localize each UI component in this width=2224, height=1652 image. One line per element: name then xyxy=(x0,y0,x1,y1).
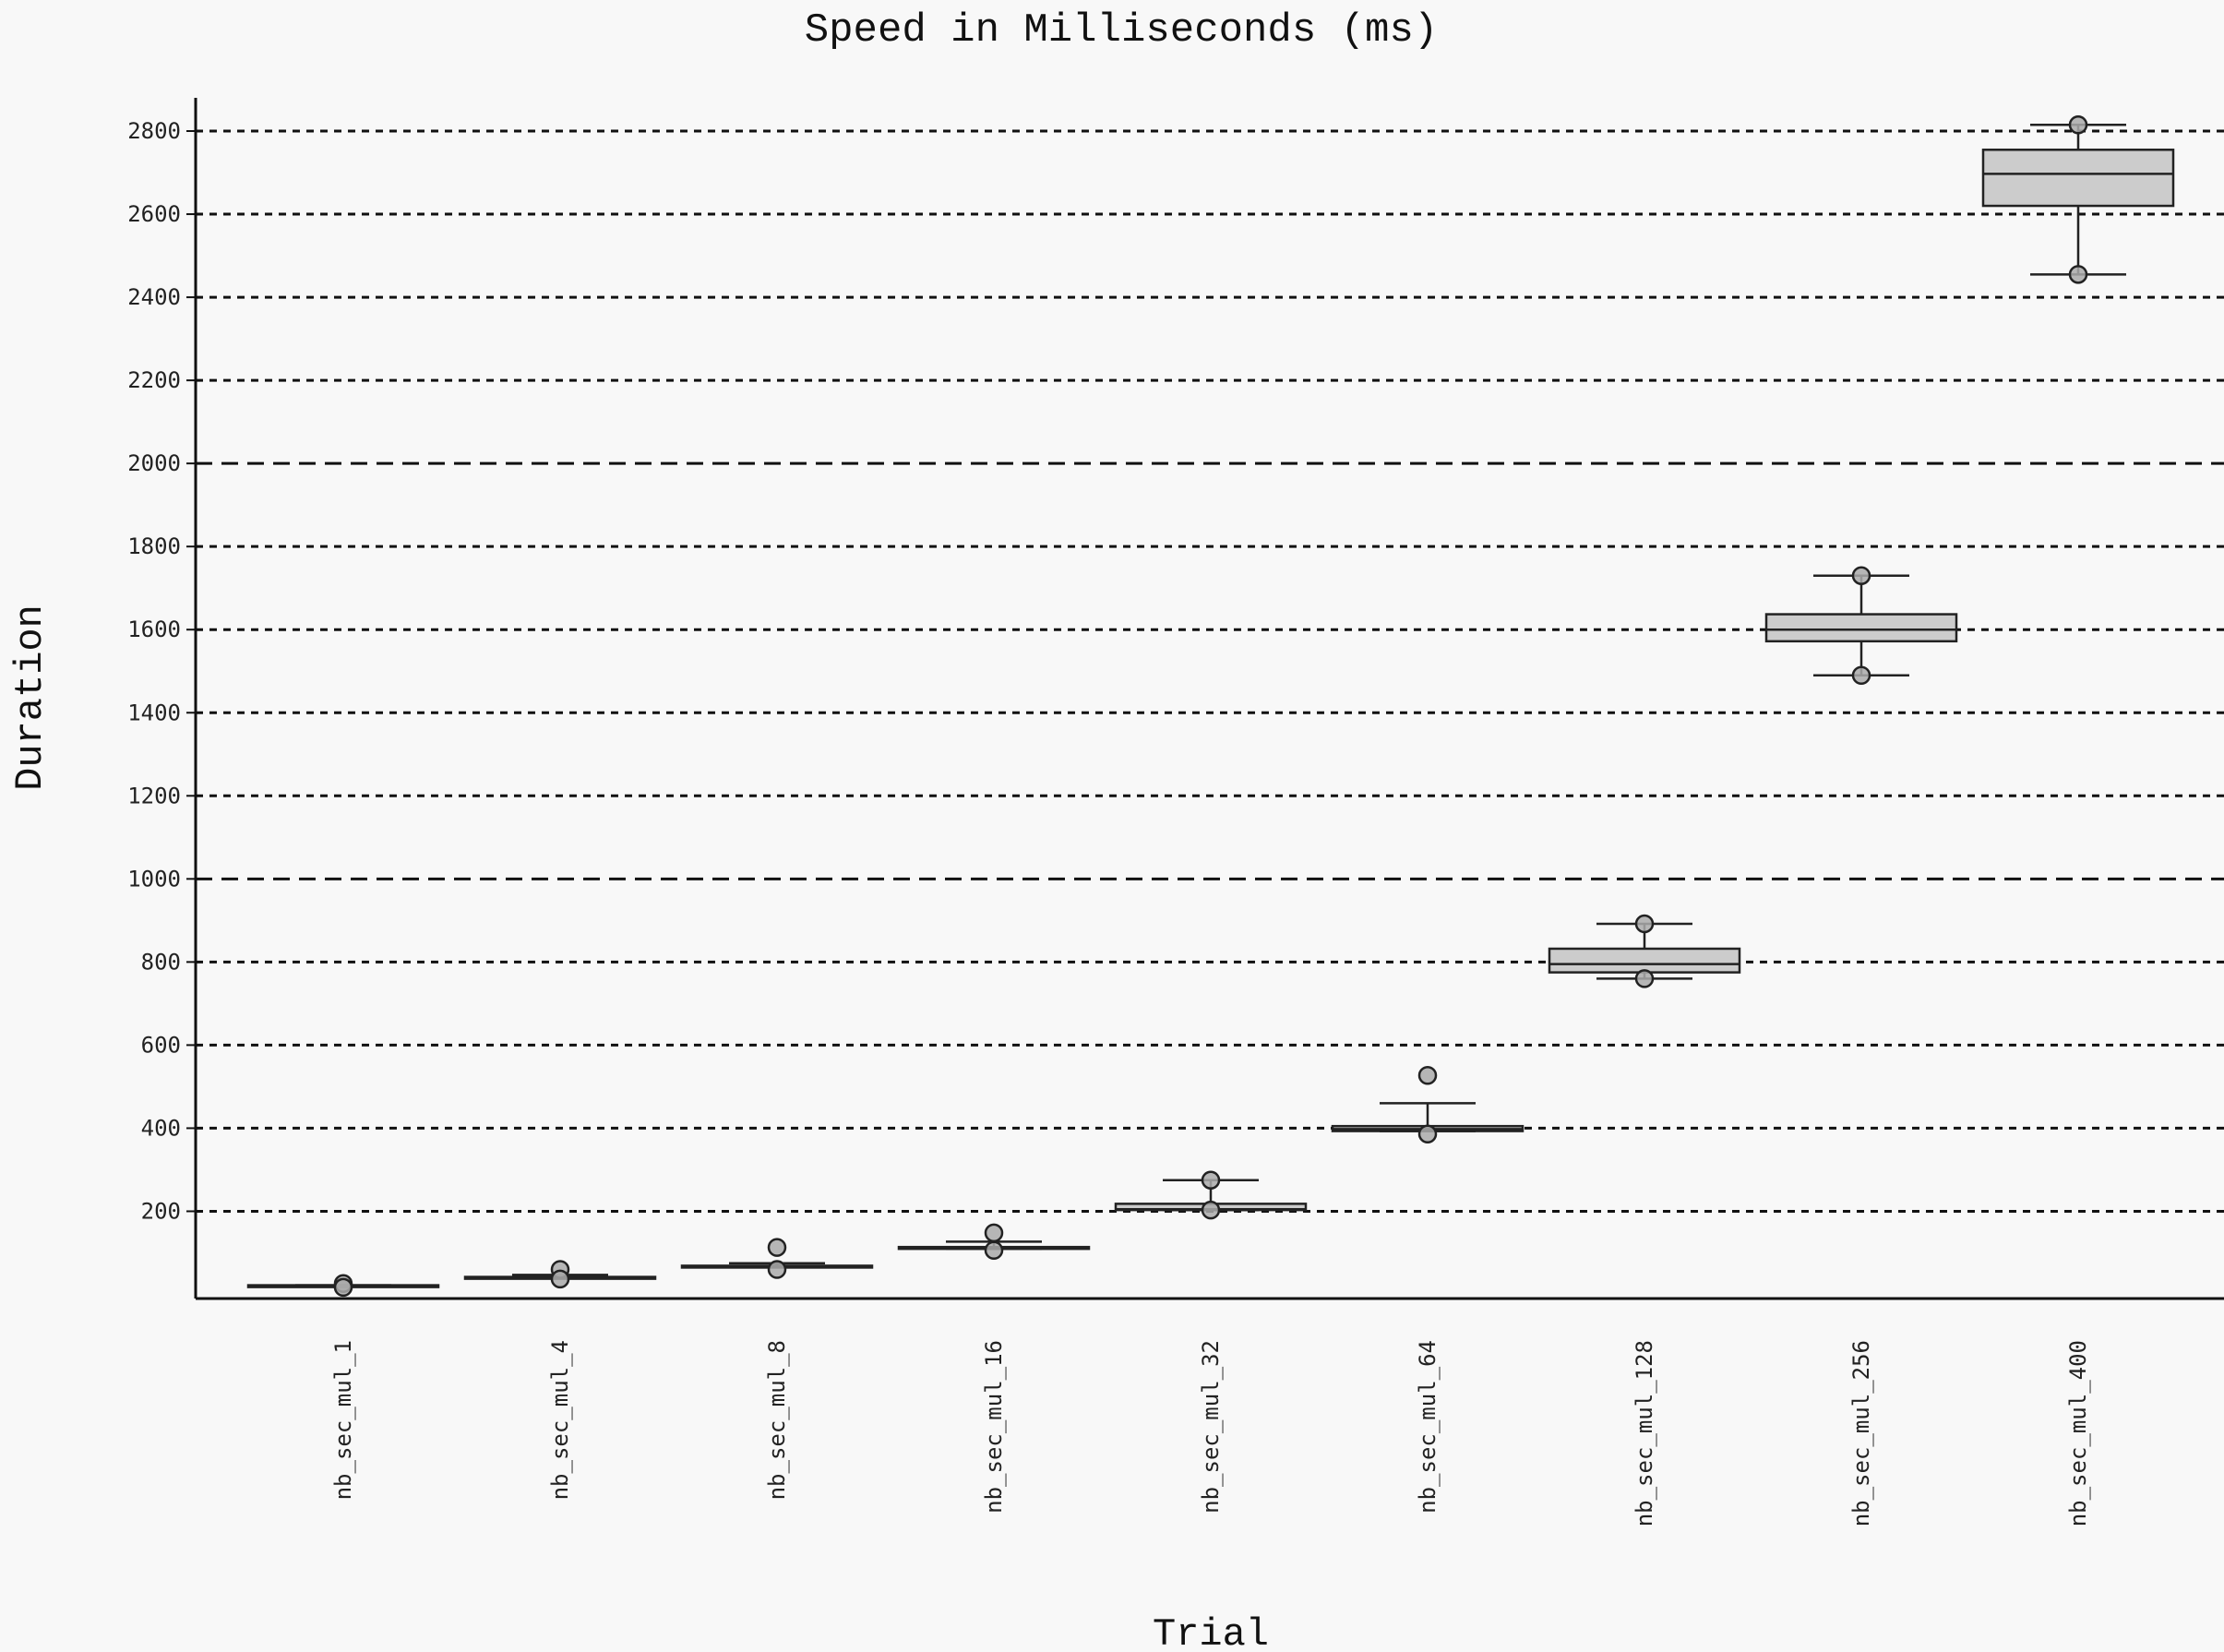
y-tick-label: 1000 xyxy=(127,866,181,892)
y-tick-label: 1400 xyxy=(127,700,181,725)
y-tick-label: 1600 xyxy=(127,617,181,642)
x-tick-label: nb_sec_mul_64 xyxy=(1415,1340,1441,1514)
x-tick-label: nb_sec_mul_32 xyxy=(1198,1340,1224,1514)
box-nb_sec_mul_64 xyxy=(1331,1066,1525,1143)
y-tick-label: 2200 xyxy=(127,367,181,393)
data-point xyxy=(2068,265,2088,284)
y-tick-label: 600 xyxy=(141,1032,181,1058)
y-tick-labels: 200 400 600 800 1000 1200 1400 1600 1800 2000 2200… xyxy=(127,118,196,1224)
data-point xyxy=(1851,566,1871,585)
x-tick-label: nb_sec_mul_16 xyxy=(981,1340,1007,1514)
x-axis-title: Trial xyxy=(1153,1612,1269,1652)
y-axis-title: Duration xyxy=(8,605,53,791)
box-nb_sec_mul_8 xyxy=(680,1238,874,1279)
y-tick-label: 2400 xyxy=(127,284,181,310)
chart-title: Speed in Milliseconds (ms) xyxy=(805,7,1439,54)
x-tick-labels: nb_sec_mul_1 nb_sec_mul_4 nb_sec_mul_8 nb_s… xyxy=(330,1340,2091,1526)
y-tick-label: 2000 xyxy=(127,450,181,476)
data-point xyxy=(550,1269,570,1289)
x-tick-label: nb_sec_mul_400 xyxy=(2065,1340,2091,1526)
box-nb_sec_mul_128 xyxy=(1548,914,1741,988)
y-tick-label: 400 xyxy=(141,1115,181,1141)
x-tick-label: nb_sec_mul_4 xyxy=(547,1340,573,1500)
y-tick-label: 1800 xyxy=(127,533,181,559)
box-plots xyxy=(246,115,2175,1298)
y-tick-label: 800 xyxy=(141,949,181,975)
data-point xyxy=(2068,115,2088,135)
box-iqr xyxy=(1981,149,2175,208)
box-nb_sec_mul_1 xyxy=(246,1274,440,1298)
data-point xyxy=(1634,914,1655,934)
y-tick-label: 2600 xyxy=(127,201,181,227)
box-nb_sec_mul_32 xyxy=(1114,1170,1308,1220)
box-iqr xyxy=(1764,613,1958,643)
data-point xyxy=(1417,1066,1438,1085)
data-point xyxy=(1201,1170,1221,1190)
x-tick-label: nb_sec_mul_256 xyxy=(1848,1340,1874,1526)
axes xyxy=(194,98,2224,1300)
x-tick-label: nb_sec_mul_1 xyxy=(330,1340,356,1500)
x-tick-label: nb_sec_mul_8 xyxy=(764,1340,790,1500)
grid-lines xyxy=(196,129,2224,1213)
data-point xyxy=(333,1277,353,1298)
data-point xyxy=(767,1260,787,1279)
box-nb_sec_mul_400 xyxy=(1981,115,2175,284)
y-tick-label: 200 xyxy=(141,1198,181,1224)
y-tick-label: 2800 xyxy=(127,118,181,144)
data-point xyxy=(1634,969,1655,988)
box-nb_sec_mul_16 xyxy=(897,1223,1091,1261)
data-point xyxy=(1201,1200,1221,1220)
data-point xyxy=(1851,665,1871,685)
data-point xyxy=(1417,1124,1438,1143)
x-tick-label: nb_sec_mul_128 xyxy=(1632,1340,1657,1526)
data-point xyxy=(984,1223,1004,1243)
y-tick-label: 1200 xyxy=(127,783,181,808)
box-nb_sec_mul_4 xyxy=(463,1260,657,1289)
data-point xyxy=(767,1238,787,1257)
box-iqr xyxy=(1548,947,1741,974)
data-point xyxy=(984,1240,1004,1261)
box-nb_sec_mul_256 xyxy=(1764,566,1958,685)
